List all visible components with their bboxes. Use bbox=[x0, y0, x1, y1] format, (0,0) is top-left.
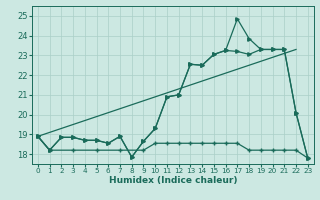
X-axis label: Humidex (Indice chaleur): Humidex (Indice chaleur) bbox=[108, 176, 237, 185]
